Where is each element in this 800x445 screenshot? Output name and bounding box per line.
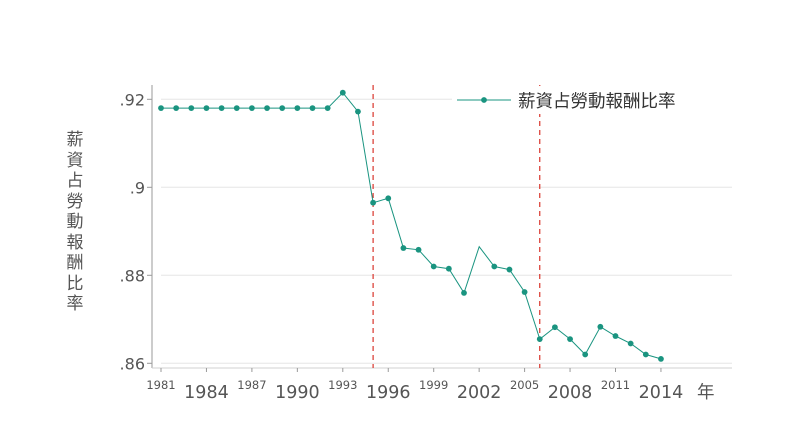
series-line bbox=[161, 91, 662, 360]
data-point bbox=[203, 105, 210, 111]
data-point bbox=[188, 105, 195, 111]
x-tick-label: 2002 bbox=[457, 383, 502, 403]
data-point bbox=[491, 263, 498, 270]
x-tick-label: 2005 bbox=[510, 378, 539, 392]
x-tick-label: 1999 bbox=[419, 378, 448, 392]
data-point bbox=[445, 265, 452, 272]
data-point bbox=[385, 195, 392, 202]
x-tick-label: 1984 bbox=[184, 383, 229, 403]
data-point bbox=[567, 336, 573, 342]
x-tick-label: 1996 bbox=[366, 383, 411, 403]
y-tick-label: .88 bbox=[120, 266, 145, 285]
x-tick-label: 2008 bbox=[548, 383, 593, 403]
data-point bbox=[627, 340, 634, 347]
x-tick-label: 2011 bbox=[601, 378, 630, 392]
data-point bbox=[658, 356, 664, 362]
data-point bbox=[249, 105, 255, 111]
y-axis-label: 薪資占勞動報酬比率 bbox=[66, 130, 84, 314]
data-point bbox=[173, 105, 180, 111]
data-point bbox=[506, 266, 513, 273]
data-point bbox=[430, 263, 437, 270]
x-tick-label: 2014 bbox=[639, 383, 684, 403]
data-point bbox=[461, 290, 467, 296]
data-point bbox=[370, 199, 376, 206]
data-point bbox=[279, 105, 286, 111]
data-point bbox=[294, 105, 301, 111]
data-point bbox=[597, 323, 604, 330]
data-point bbox=[521, 289, 528, 295]
y-tick-label: .86 bbox=[120, 354, 145, 373]
data-point bbox=[309, 105, 316, 111]
legend-label: 薪資占勞動報酬比率 bbox=[518, 92, 676, 112]
data-point bbox=[355, 108, 361, 115]
data-point bbox=[339, 89, 346, 96]
x-tick-label: 1987 bbox=[237, 378, 266, 392]
legend-marker bbox=[481, 97, 487, 103]
x-tick-label: 1981 bbox=[146, 378, 175, 392]
data-point bbox=[400, 245, 407, 251]
data-point bbox=[582, 351, 589, 358]
data-point bbox=[324, 105, 331, 111]
data-point bbox=[536, 336, 543, 342]
x-axis-unit-label: 年 bbox=[697, 383, 715, 403]
y-tick-label: .92 bbox=[120, 90, 145, 109]
data-point bbox=[218, 105, 225, 111]
data-point bbox=[233, 105, 240, 111]
x-tick-label: 1993 bbox=[328, 378, 357, 392]
y-tick-label: .9 bbox=[130, 178, 145, 197]
data-point bbox=[158, 105, 164, 111]
x-tick-label: 1990 bbox=[275, 383, 320, 403]
data-point bbox=[264, 105, 270, 111]
data-point bbox=[552, 324, 558, 331]
data-point bbox=[612, 333, 619, 339]
data-point bbox=[415, 246, 422, 253]
data-point bbox=[642, 351, 649, 358]
